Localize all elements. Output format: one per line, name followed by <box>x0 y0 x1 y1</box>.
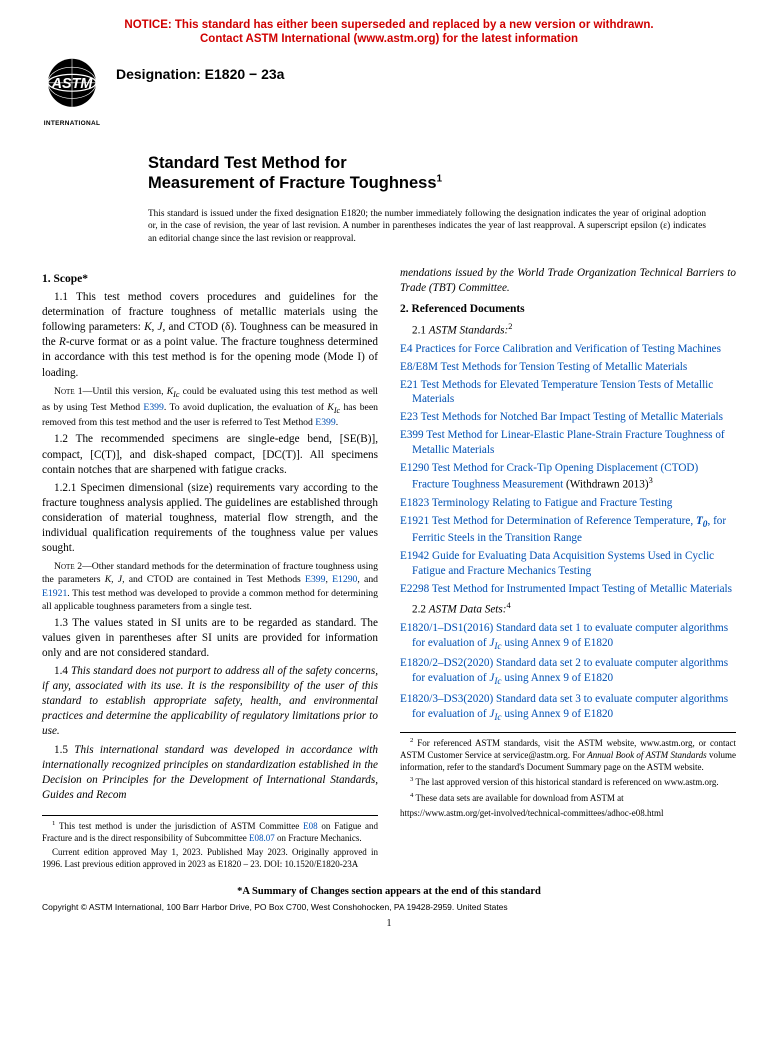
refs-list: E4 Practices for Force Calibration and V… <box>400 342 736 457</box>
para-1-2: 1.2 The recommended specimens are single… <box>42 432 378 477</box>
copyright: Copyright © ASTM International, 100 Barr… <box>42 902 736 913</box>
ref-item[interactable]: E21 Test Methods for Elevated Temperatur… <box>400 378 736 408</box>
astm-logo: ASTM INTERNATIONAL <box>42 57 102 129</box>
footnote-1b: Current edition approved May 1, 2023. Pu… <box>42 847 378 870</box>
issuance-note: This standard is issued under the fixed … <box>148 208 706 246</box>
footnote-3: 3 The last approved version of this hist… <box>400 776 736 789</box>
refdoc-heading: 2. Referenced Documents <box>400 302 736 318</box>
ref-ds3[interactable]: E1820/3–DS3(2020) Standard data set 3 to… <box>400 692 736 724</box>
refs-list2: E1823 Terminology Relating to Fatigue an… <box>400 496 736 511</box>
page-number: 1 <box>42 917 736 931</box>
standard-title: Standard Test Method for Measurement of … <box>148 153 736 194</box>
footnote-4b: https://www.astm.org/get-involved/techni… <box>400 808 736 820</box>
ref-2-1: 2.1 ASTM Standards:2 <box>400 321 736 339</box>
note-1: Note 1—Until this version, KIc could be … <box>42 385 378 430</box>
ref-item[interactable]: E1823 Terminology Relating to Fatigue an… <box>400 496 736 511</box>
para-1-1: 1.1 This test method covers procedures a… <box>42 290 378 381</box>
ref-e1921[interactable]: E1921 Test Method for Determination of R… <box>400 514 736 546</box>
footnote-1: 1 This test method is under the jurisdic… <box>42 820 378 844</box>
para-1-5b: mendations issued by the World Trade Org… <box>400 266 736 296</box>
ref-item[interactable]: E8/E8M Test Methods for Tension Testing … <box>400 360 736 375</box>
title-block: Standard Test Method for Measurement of … <box>148 153 736 194</box>
scope-heading: 1. Scope* <box>42 272 378 288</box>
ref-item[interactable]: E399 Test Method for Linear-Elastic Plan… <box>400 428 736 458</box>
link-e399[interactable]: E399 <box>305 574 325 585</box>
ref-item[interactable]: E1942 Guide for Evaluating Data Acquisit… <box>400 549 736 579</box>
footnote-4: 4 These data sets are available for down… <box>400 792 736 805</box>
notice-line2: Contact ASTM International (www.astm.org… <box>200 33 578 45</box>
para-1-3: 1.3 The values stated in SI units are to… <box>42 616 378 661</box>
ref-item[interactable]: E4 Practices for Force Calibration and V… <box>400 342 736 357</box>
para-1-4: 1.4 This standard does not purport to ad… <box>42 664 378 740</box>
note-2: Note 2—Other standard methods for the de… <box>42 560 378 612</box>
footnote-2: 2 For referenced ASTM standards, visit t… <box>400 737 736 773</box>
bottom-bar: *A Summary of Changes section appears at… <box>42 885 736 931</box>
link-e399[interactable]: E399 <box>315 417 335 428</box>
ref-2-2: 2.2 ASTM Data Sets:4 <box>400 600 736 618</box>
footnotes-left: 1 This test method is under the jurisdic… <box>42 815 378 871</box>
para-1-2-1: 1.2.1 Specimen dimensional (size) requir… <box>42 481 378 557</box>
footnotes-right: 2 For referenced ASTM standards, visit t… <box>400 732 736 819</box>
link-e1921[interactable]: E1921 <box>42 588 67 599</box>
ref-item[interactable]: E2298 Test Method for Instrumented Impac… <box>400 582 736 597</box>
link-e08[interactable]: E08 <box>303 821 318 831</box>
ref-e1290[interactable]: E1290 Test Method for Crack-Tip Opening … <box>400 461 736 493</box>
header-row: ASTM INTERNATIONAL Designation: E1820 − … <box>42 57 736 129</box>
designation: Designation: E1820 − 23a <box>116 65 284 84</box>
page: NOTICE: This standard has either been su… <box>0 0 778 941</box>
para-1-5a: 1.5 This international standard was deve… <box>42 743 378 803</box>
link-e1290[interactable]: E1290 <box>332 574 357 585</box>
notice-banner: NOTICE: This standard has either been su… <box>42 18 736 47</box>
logo-icon: ASTM <box>42 57 102 117</box>
body-columns: 1. Scope* 1.1 This test method covers pr… <box>42 266 736 871</box>
svg-text:ASTM: ASTM <box>51 76 94 92</box>
ref-ds2[interactable]: E1820/2–DS2(2020) Standard data set 2 to… <box>400 656 736 688</box>
link-e399[interactable]: E399 <box>143 402 163 413</box>
summary-line: *A Summary of Changes section appears at… <box>42 885 736 899</box>
link-e08-07[interactable]: E08.07 <box>249 833 275 843</box>
ref-ds1[interactable]: E1820/1–DS1(2016) Standard data set 1 to… <box>400 621 736 653</box>
notice-line1: NOTICE: This standard has either been su… <box>124 19 653 31</box>
ref-item[interactable]: E23 Test Methods for Notched Bar Impact … <box>400 410 736 425</box>
logo-sublabel: INTERNATIONAL <box>42 120 102 129</box>
refs-list3: E1942 Guide for Evaluating Data Acquisit… <box>400 549 736 596</box>
